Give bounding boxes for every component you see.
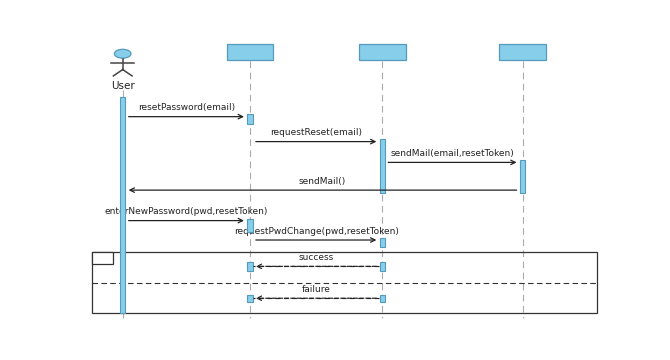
Text: Server: Server [365,48,399,57]
Text: success: success [299,253,334,262]
Text: User: User [111,81,135,91]
Bar [247,295,253,302]
Text: UI: UI [245,48,255,57]
Text: alt: alt [96,253,109,262]
Bar [226,44,273,60]
Text: requestReset(email): requestReset(email) [270,128,362,137]
Bar [247,262,253,270]
Text: Mail API: Mail API [502,48,543,57]
Bar [92,252,113,264]
Text: sendMail(): sendMail() [299,177,346,186]
Bar [380,295,385,302]
Text: requestPwdChange(pwd,resetToken): requestPwdChange(pwd,resetToken) [234,226,399,235]
Text: resetPassword(email): resetPassword(email) [138,103,235,112]
Bar [247,219,253,232]
Bar [120,97,125,314]
Bar [92,252,597,314]
Bar [380,139,385,193]
Text: sendMail(email,resetToken): sendMail(email,resetToken) [391,149,515,158]
Bar [520,160,525,193]
Circle shape [115,49,131,58]
Bar [499,44,546,60]
Bar [380,238,385,247]
Text: failure: failure [302,285,330,294]
Bar [247,114,253,123]
Bar [380,262,385,270]
Bar [359,44,405,60]
Text: enterNewPassword(pwd,resetToken): enterNewPassword(pwd,resetToken) [105,207,268,216]
